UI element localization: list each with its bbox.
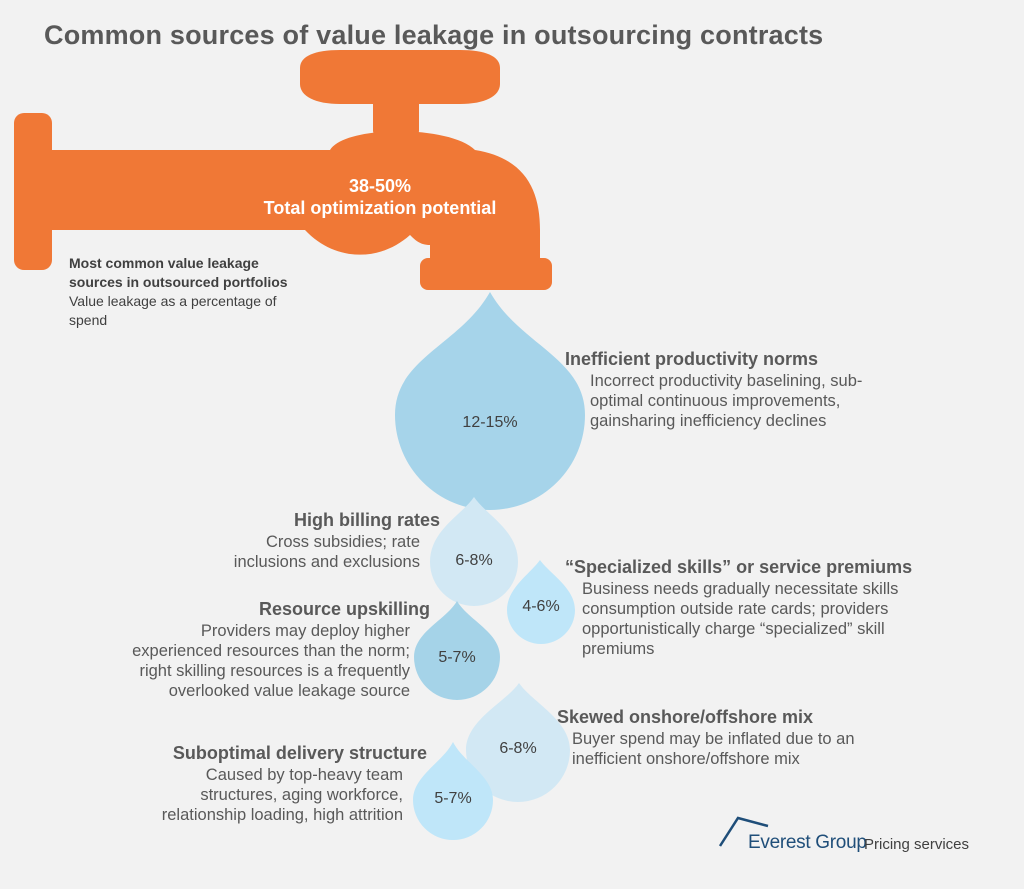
faucet-spout-lip: [420, 258, 552, 290]
item-heading: High billing rates: [293, 510, 440, 530]
drop-upskilling-icon: [414, 601, 500, 700]
note-line-2: sources in outsourced portfolios: [69, 274, 288, 290]
total-label: Total optimization potential: [263, 198, 497, 218]
item-heading: Skewed onshore/offshore mix: [557, 707, 814, 727]
page-title: Common sources of value leakage in outso…: [44, 20, 824, 50]
item-desc-line: Incorrect productivity baselining, sub-: [590, 372, 863, 390]
item-desc-line: Cross subsidies; rate: [265, 533, 420, 551]
item-desc-line: premiums: [582, 640, 655, 658]
note-line-1: Most common value leakage: [69, 255, 259, 271]
item-desc-line: experienced resources than the norm;: [132, 642, 410, 660]
logo-suffix: Pricing services: [864, 836, 970, 853]
drop-billing-icon: [430, 497, 518, 606]
drop-value: 12-15%: [462, 414, 518, 431]
item-desc-line: Caused by top-heavy team: [205, 766, 403, 784]
drop-large-icon: [395, 292, 585, 510]
item-heading: Resource upskilling: [258, 599, 430, 619]
item-desc-line: structures, aging workforce,: [200, 786, 403, 804]
item-desc-line: relationship loading, high attrition: [161, 806, 403, 824]
drop-value: 4-6%: [522, 598, 560, 615]
item-heading: Inefficient productivity norms: [565, 349, 819, 369]
item-heading: “Specialized skills” or service premiums: [565, 557, 913, 577]
logo-mark-icon: [718, 816, 769, 847]
drop-mix-icon: [466, 683, 570, 802]
item-heading: Suboptimal delivery structure: [172, 743, 427, 763]
item-desc-line: right skilling resources is a frequently: [139, 662, 410, 680]
item-desc-line: Providers may deploy higher: [200, 622, 410, 640]
drop-delivery-icon: [413, 742, 493, 840]
item-desc-line: Buyer spend may be inflated due to an: [572, 730, 855, 748]
item-desc-line: consumption outside rate cards; provider…: [582, 600, 889, 618]
drop-specialized-icon: [507, 560, 575, 644]
item-desc-line: inclusions and exclusions: [233, 553, 420, 571]
drop-value: 5-7%: [438, 649, 476, 666]
faucet-pipe: [40, 131, 540, 262]
total-percentage: 38-50%: [348, 176, 412, 196]
note-line-3: Value leakage as a percentage of: [69, 293, 277, 309]
drop-value: 5-7%: [434, 790, 472, 807]
faucet-stem: [373, 95, 419, 135]
item-desc-line: Business needs gradually necessitate ski…: [582, 580, 899, 598]
note-line-4: spend: [69, 312, 108, 328]
item-desc-line: optimal continuous improvements,: [590, 392, 841, 410]
drop-value: 6-8%: [455, 552, 493, 569]
item-desc-line: overlooked value leakage source: [168, 682, 410, 700]
item-desc-line: inefficient onshore/offshore mix: [572, 750, 800, 768]
faucet-flange: [14, 113, 52, 270]
logo-brand: Everest Group: [748, 832, 867, 853]
item-desc-line: gainsharing inefficiency declines: [590, 412, 827, 430]
drop-value: 6-8%: [499, 740, 537, 757]
faucet-icon: [14, 50, 552, 290]
item-desc-line: opportunistically charge “specialized” s…: [582, 620, 885, 638]
faucet-handle: [300, 50, 500, 104]
